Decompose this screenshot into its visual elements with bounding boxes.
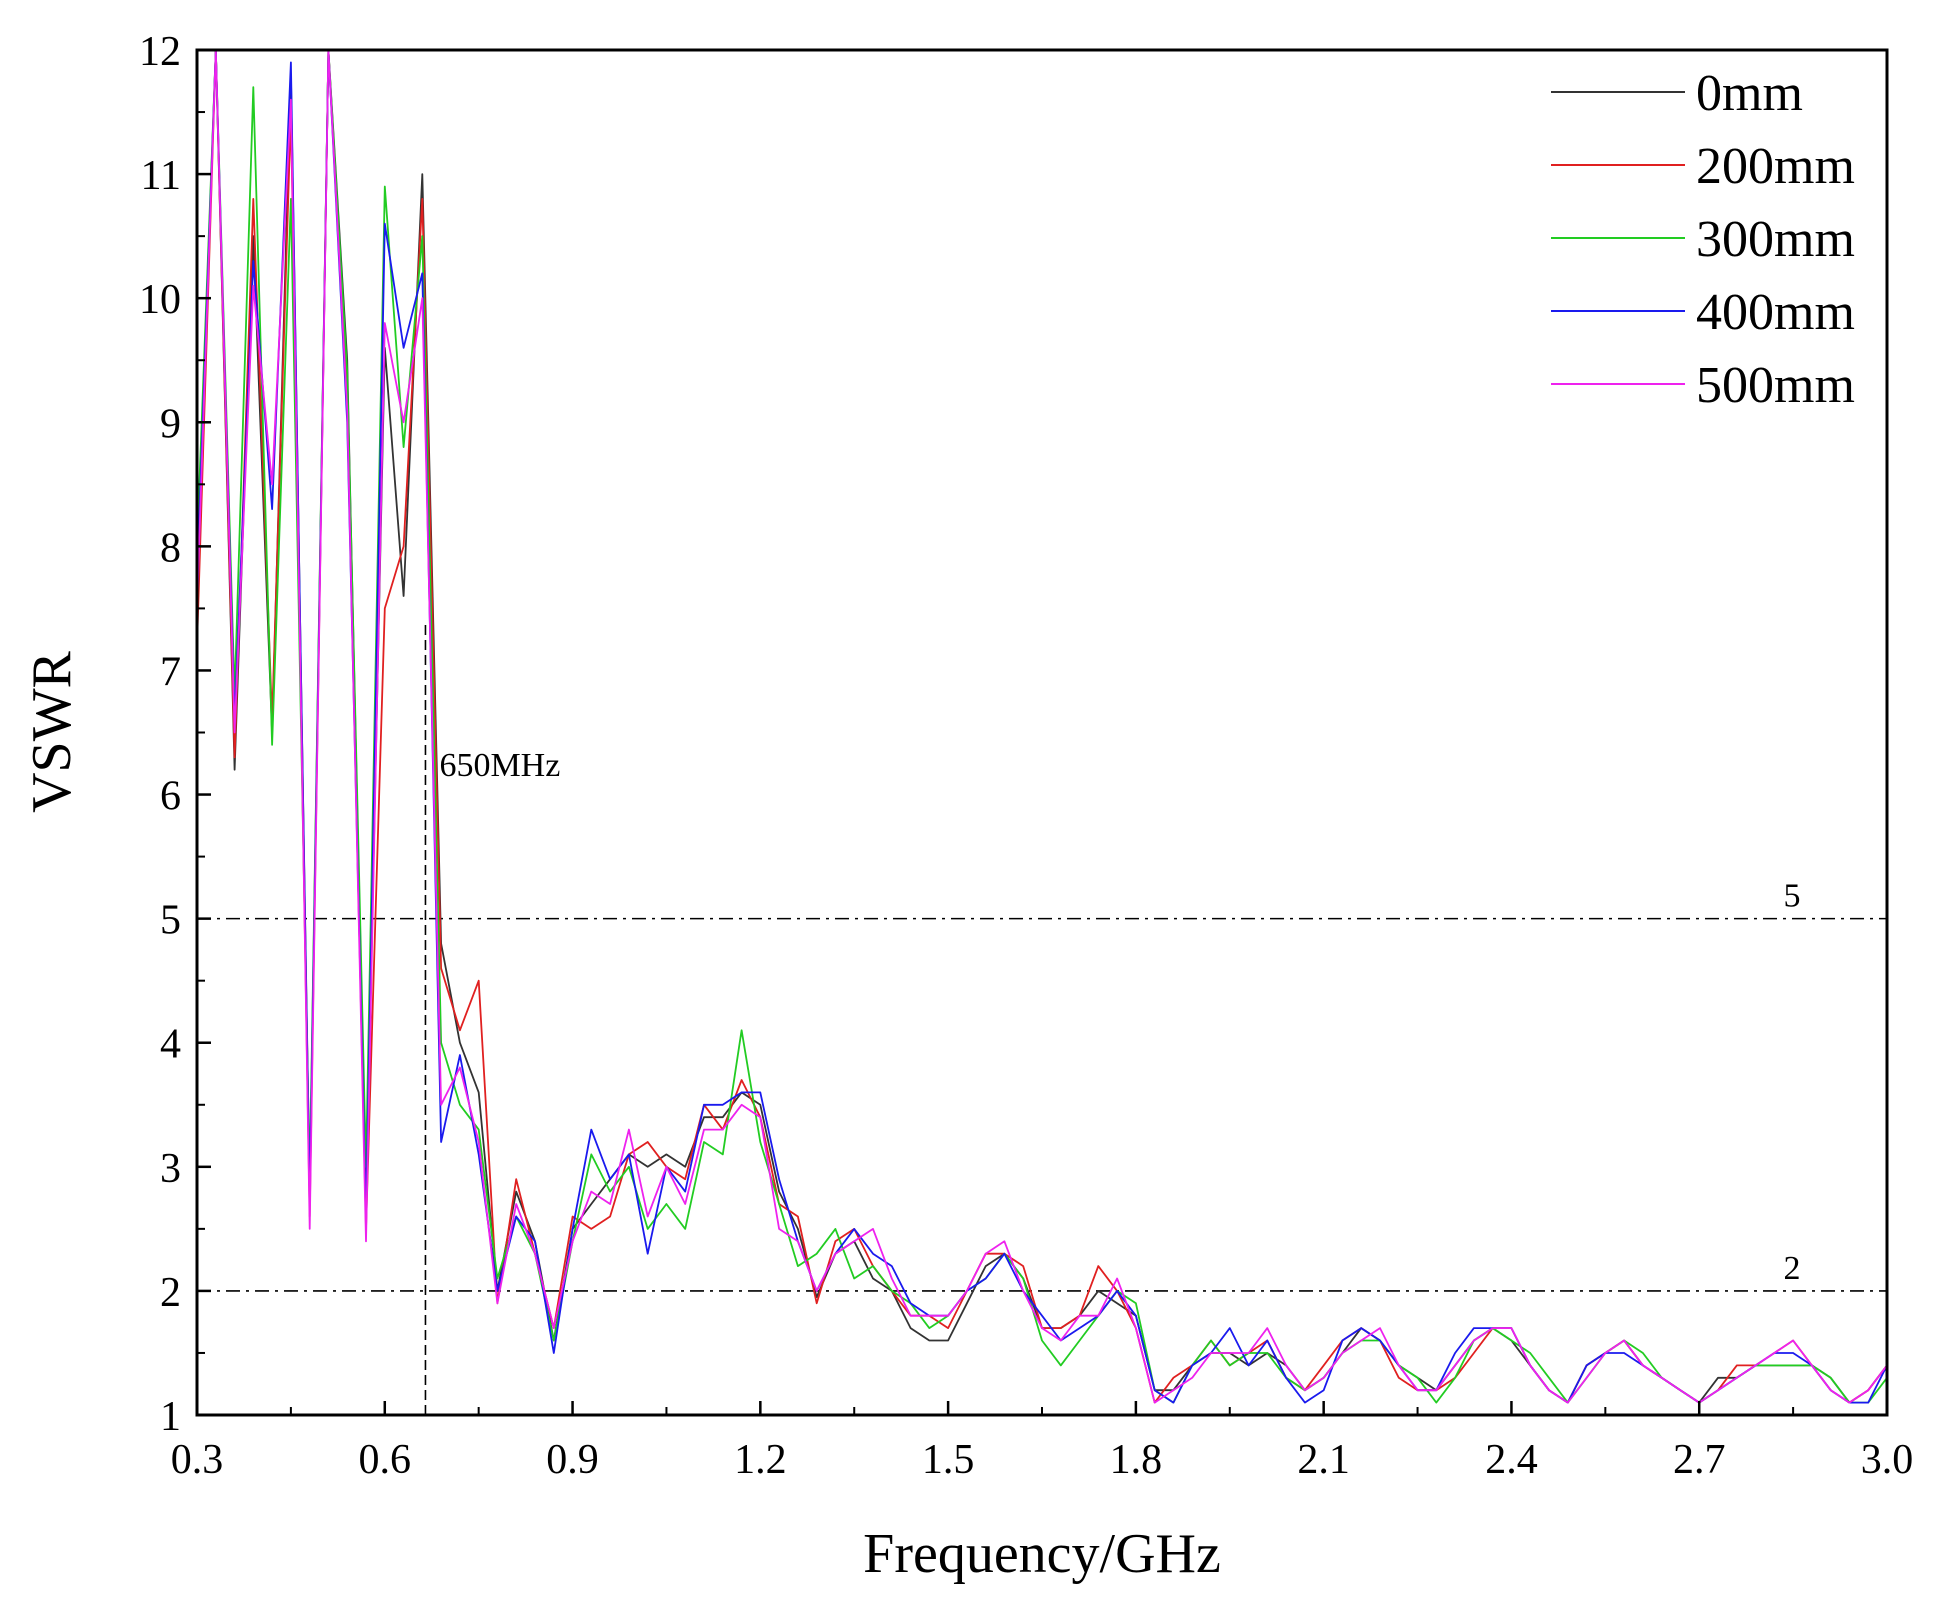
y-tick-label: 7 [160,649,181,695]
y-tick-label: 2 [160,1270,181,1316]
y-tick-label: 12 [139,29,181,75]
x-tick-label: 1.2 [734,1437,787,1483]
reference-label-2: 2 [1784,1250,1801,1287]
y-tick-label: 3 [160,1146,181,1192]
y-tick-label: 5 [160,898,181,944]
legend-label-0mm: 0mm [1696,65,1803,122]
annotation-650mhz: 650MHz [439,747,560,784]
y-tick-label: 9 [160,401,181,447]
y-tick-label: 8 [160,525,181,571]
x-axis: 0.3 0.6 0.9 1.2 1.5 1.8 2.1 2.4 2.7 3.0 [171,1401,1914,1483]
x-tick-label: 1.8 [1110,1437,1163,1483]
y-tick-label: 6 [160,774,181,820]
legend-label-400mm: 400mm [1696,284,1855,341]
x-axis-title: Frequency/GHz [863,1523,1221,1585]
series-lines [197,50,1887,1404]
y-tick-label: 4 [160,1022,181,1068]
y-tick-label: 11 [141,153,181,199]
x-tick-label: 3.0 [1861,1437,1914,1483]
series-line-500mm [197,50,1887,1404]
x-tick-label: 2.7 [1673,1437,1726,1483]
y-tick-label: 1 [160,1394,181,1440]
reference-label-5: 5 [1784,878,1801,915]
legend: 0mm 200mm 300mm 400mm 500mm [1551,65,1855,414]
legend-label-300mm: 300mm [1696,211,1855,268]
x-tick-label: 2.4 [1485,1437,1538,1483]
legend-label-200mm: 200mm [1696,138,1855,195]
x-tick-label: 0.9 [546,1437,599,1483]
y-tick-label: 10 [139,277,181,323]
x-tick-label: 0.6 [359,1437,412,1483]
x-tick-label: 2.1 [1297,1437,1350,1483]
x-tick-label: 0.3 [171,1437,224,1483]
x-tick-label: 1.5 [922,1437,975,1483]
y-axis-title: VSWR [21,650,83,812]
legend-label-500mm: 500mm [1696,357,1855,414]
reference-lines: 5 2 650MHz [197,620,1887,1415]
